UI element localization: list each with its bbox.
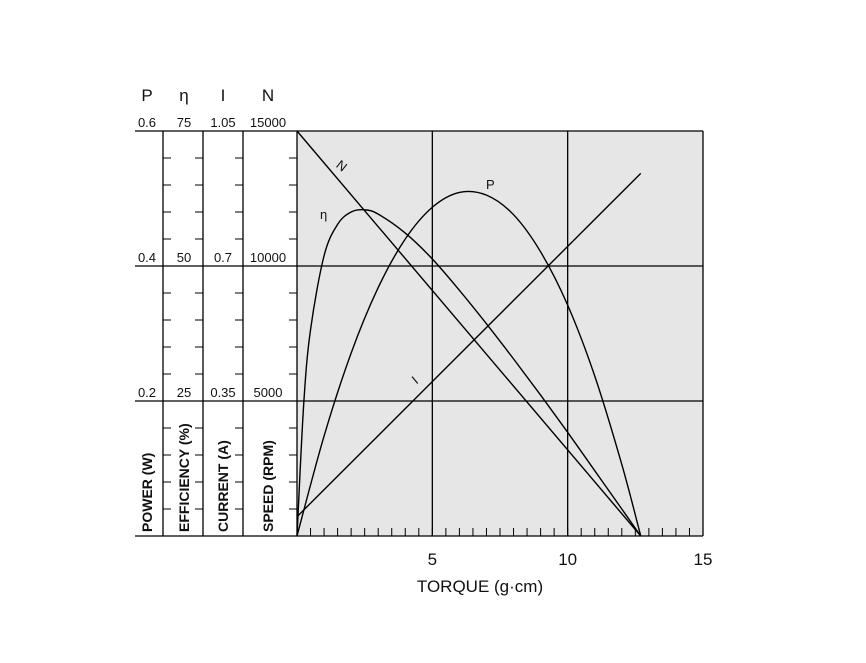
x-tick-label: 5: [428, 550, 437, 569]
axis-symbol: I: [221, 86, 226, 105]
curve: [296, 208, 642, 537]
curve: [296, 130, 642, 537]
y-tick-label: 1.05: [210, 115, 235, 130]
y-tick-label: 25: [177, 385, 191, 400]
y-tick-label: 5000: [254, 385, 283, 400]
x-tick-label: 10: [558, 550, 577, 569]
y-tick-label: 0.7: [214, 250, 232, 265]
curve: [296, 190, 642, 537]
y-tick-label: 50: [177, 250, 191, 265]
axis-title: SPEED (RPM): [260, 440, 276, 532]
axis-title: CURRENT (A): [215, 440, 231, 532]
x-tick-label: 15: [694, 550, 713, 569]
y-tick-label: 10000: [250, 250, 286, 265]
curve: [296, 172, 642, 518]
axis-symbol: η: [179, 86, 188, 105]
curve-label: P: [486, 177, 495, 192]
y-tick-label: 75: [177, 115, 191, 130]
y-tick-label: 0.35: [210, 385, 235, 400]
y-tick-label: 15000: [250, 115, 286, 130]
axis-symbol: P: [141, 86, 152, 105]
y-tick-label: 0.4: [138, 250, 156, 265]
plot-area: [297, 131, 703, 536]
axis-title: POWER (W): [139, 453, 155, 532]
y-tick-label: 0.2: [138, 385, 156, 400]
y-tick-label: 0.6: [138, 115, 156, 130]
x-axis-label: TORQUE (g·cm): [417, 577, 543, 596]
axis-title: EFFICIENCY (%): [176, 423, 192, 532]
axis-symbol: N: [262, 86, 274, 105]
curve-label: η: [320, 207, 327, 222]
